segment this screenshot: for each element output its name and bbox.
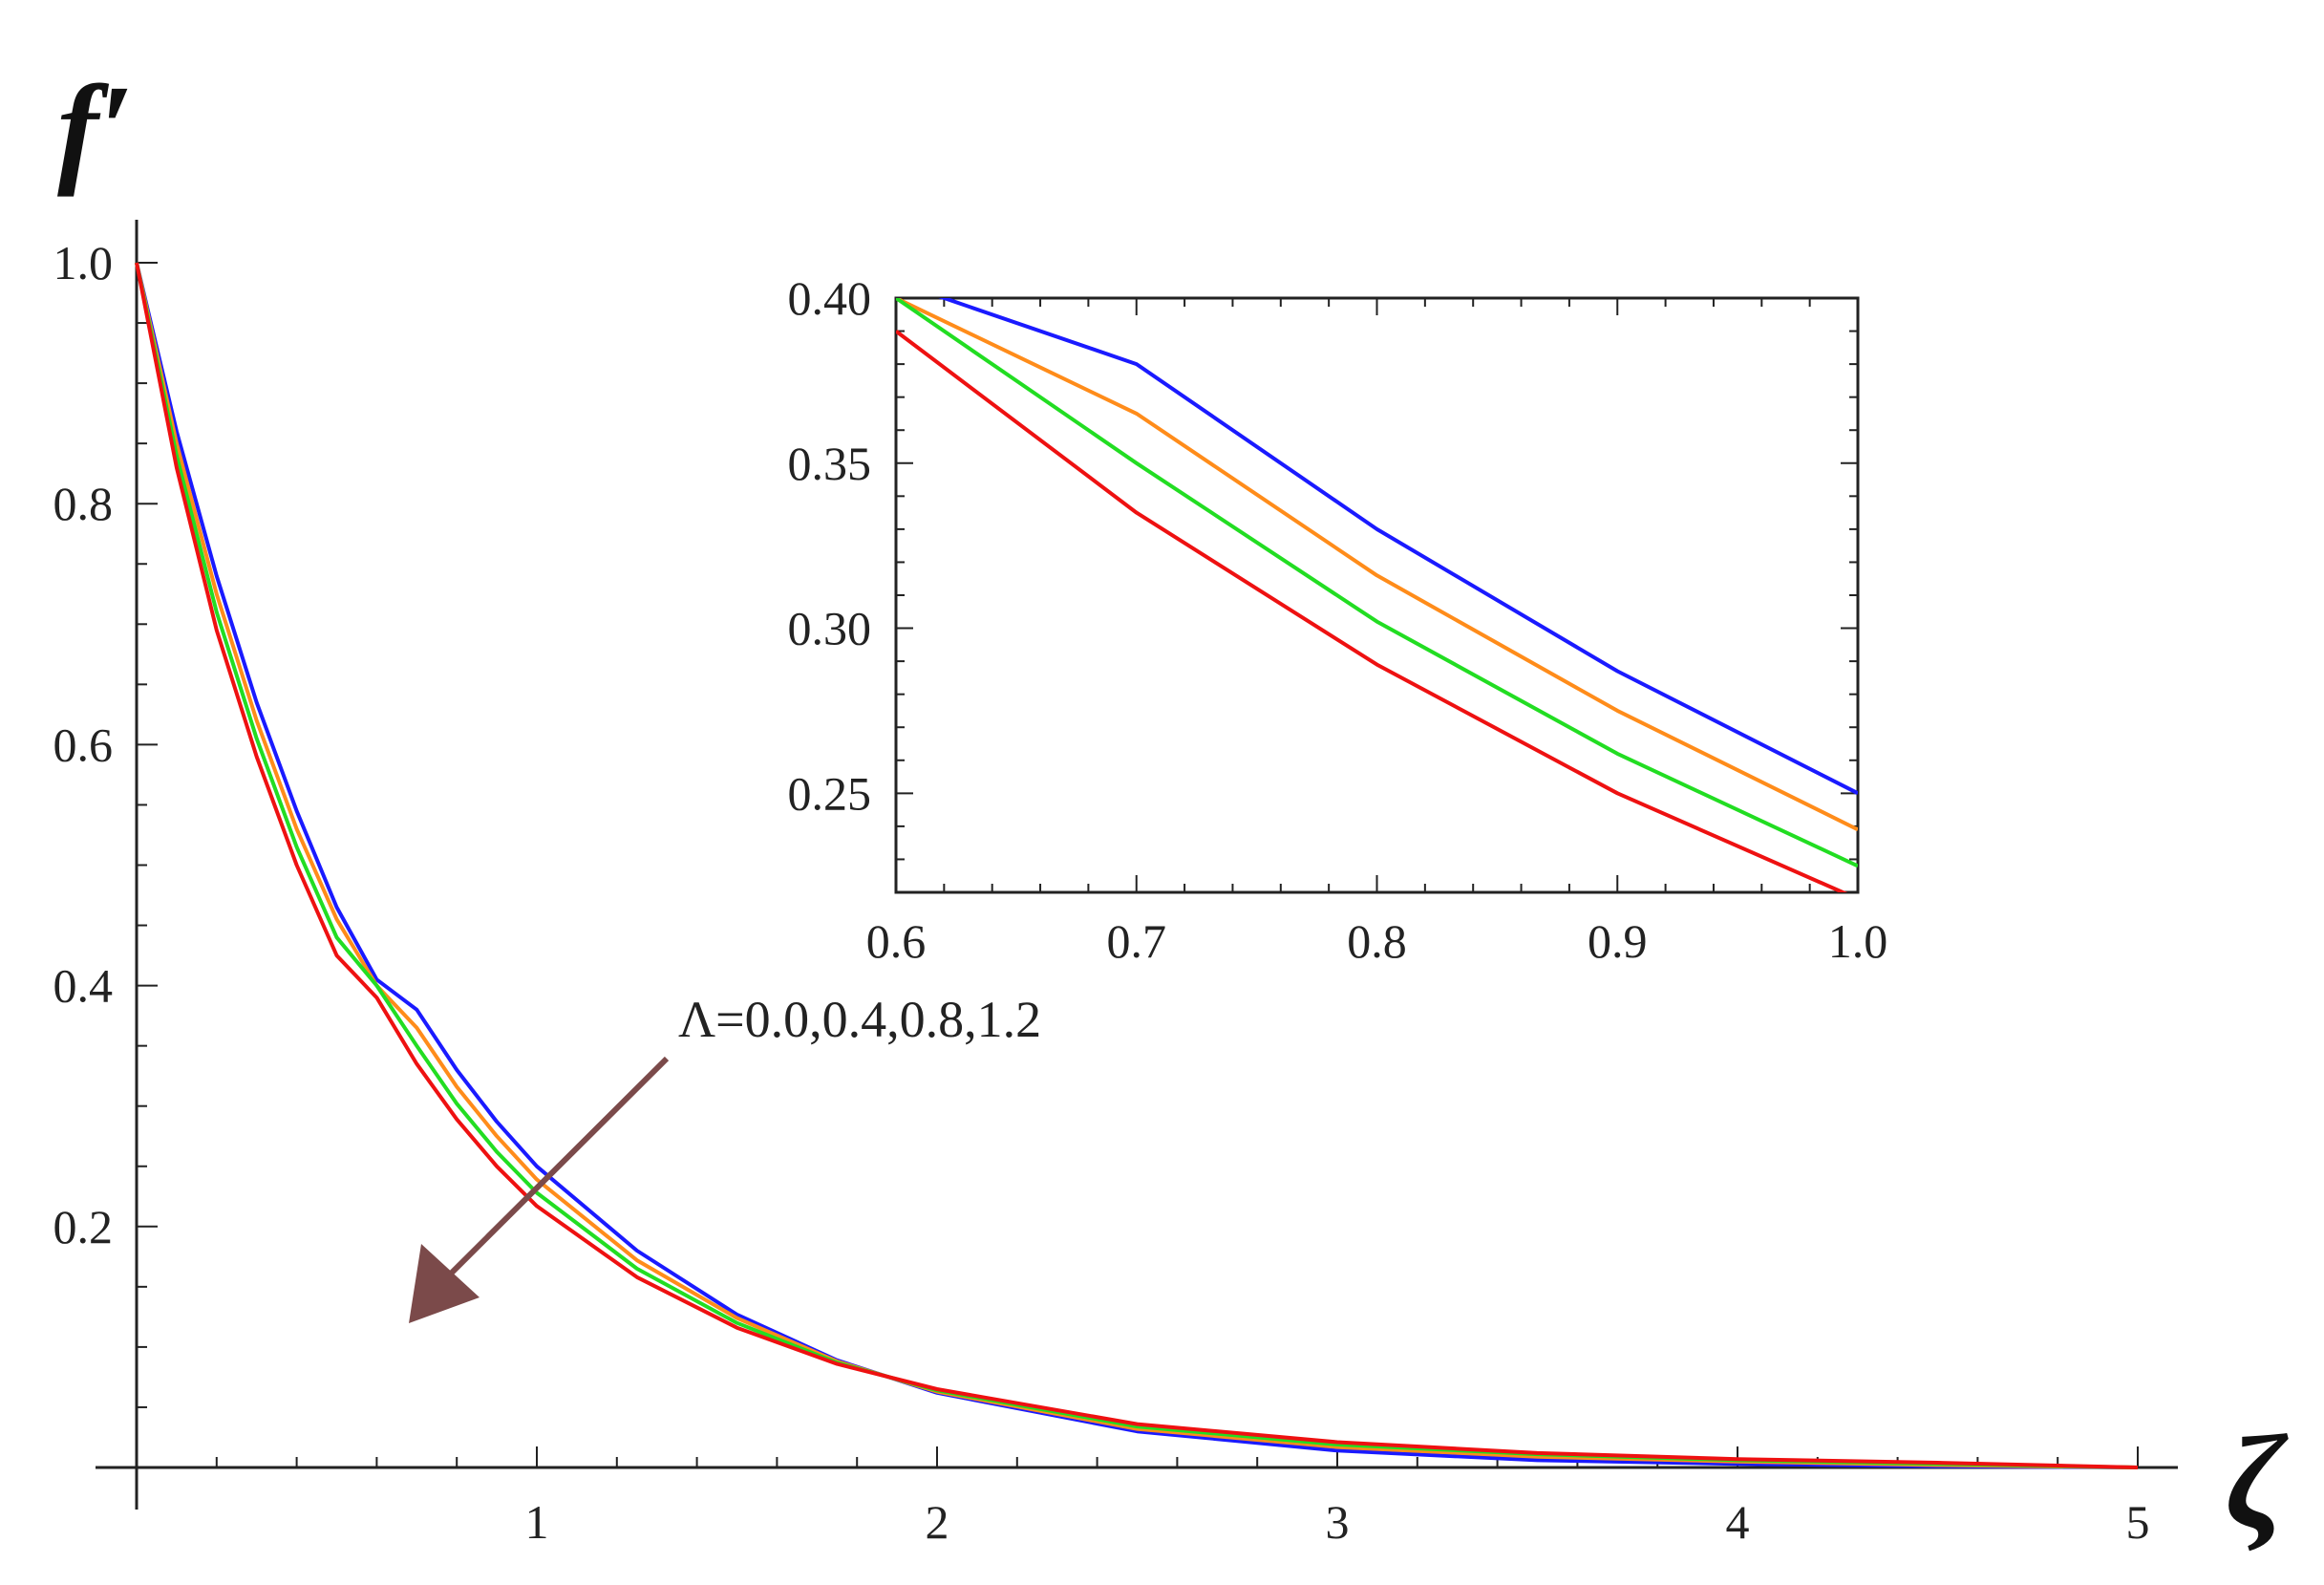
main-series-line-1 (135, 262, 2139, 1469)
inset-frame (894, 296, 1860, 894)
main-tick-labels: 1 2 3 4 5 0.2 0.4 0.6 0.8 1.0 (53, 236, 2150, 1549)
inset-y-tick-label: 0.35 (788, 437, 872, 490)
main-chart: 1 2 3 4 5 0.2 0.4 0.6 0.8 1.0 f′ ζ Λ=0.0,0.4,0.8,… (53, 60, 2290, 1556)
inset-x-tick-label: 0.7 (1107, 914, 1167, 968)
y-tick-label: 0.8 (53, 477, 114, 530)
x-axis-title: ζ (2226, 1408, 2289, 1556)
inset-y-tick-label: 0.25 (788, 766, 872, 820)
inset-ticks (896, 298, 1858, 892)
y-tick-label: 0.2 (53, 1200, 114, 1253)
main-series (135, 262, 2139, 1469)
y-tick-label: 1.0 (53, 236, 114, 289)
x-tick-label: 4 (1726, 1495, 1750, 1549)
inset-series (896, 298, 1858, 892)
x-tick-label: 1 (525, 1495, 549, 1549)
x-tick-label: 2 (926, 1495, 949, 1549)
y-tick-label: 0.6 (53, 718, 114, 771)
inset-series-line-2 (896, 298, 1858, 868)
inset-y-tick-label: 0.40 (788, 271, 872, 325)
x-tick-label: 3 (1326, 1495, 1350, 1549)
main-series-line-3 (135, 262, 2139, 1469)
y-tick-label: 0.4 (53, 959, 114, 1013)
x-tick-label: 5 (2126, 1495, 2150, 1549)
inset-tick-labels: 0.6 0.7 0.8 0.9 1.0 0.25 0.30 0.35 0.40 (788, 271, 1888, 968)
inset-chart: 0.6 0.7 0.8 0.9 1.0 0.25 0.30 0.35 0.40 (788, 271, 1888, 968)
inset-series-line-0 (938, 298, 1858, 796)
y-axis-title: f′ (57, 60, 134, 198)
inset-x-tick-label: 0.6 (866, 914, 927, 968)
inset-series-line-3 (896, 330, 1848, 892)
annotation-arrow (409, 1056, 670, 1323)
inset-series-line-1 (896, 298, 1858, 832)
inset-x-tick-label: 0.9 (1588, 914, 1648, 968)
inset-x-tick-label: 0.8 (1347, 914, 1407, 968)
lambda-annotation: Λ=0.0,0.4,0.8,1.2 (678, 991, 1041, 1048)
inset-y-tick-label: 0.30 (788, 602, 872, 655)
main-series-line-0 (135, 262, 2139, 1469)
inset-x-tick-label: 1.0 (1828, 914, 1888, 968)
